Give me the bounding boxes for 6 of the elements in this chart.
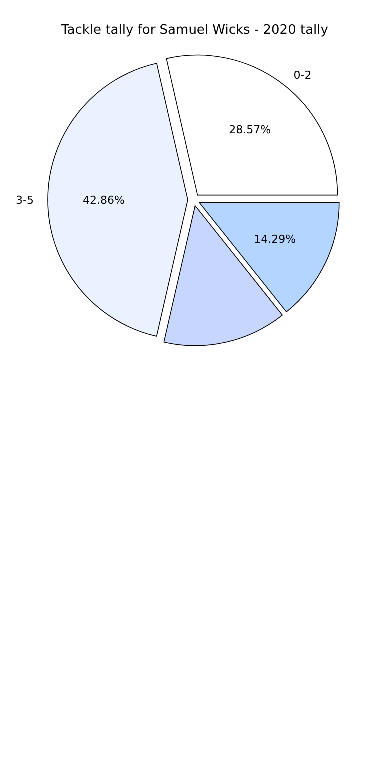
data-label: 28.57% — [229, 123, 272, 136]
slice-label: 3-5 — [16, 194, 34, 207]
chart-title: Tackle tally for Samuel Wicks - 2020 tally — [60, 23, 329, 38]
data-label: 42.86% — [83, 194, 125, 207]
slice-label: 0-2 — [294, 68, 312, 82]
data-label: 14.29% — [254, 232, 296, 246]
